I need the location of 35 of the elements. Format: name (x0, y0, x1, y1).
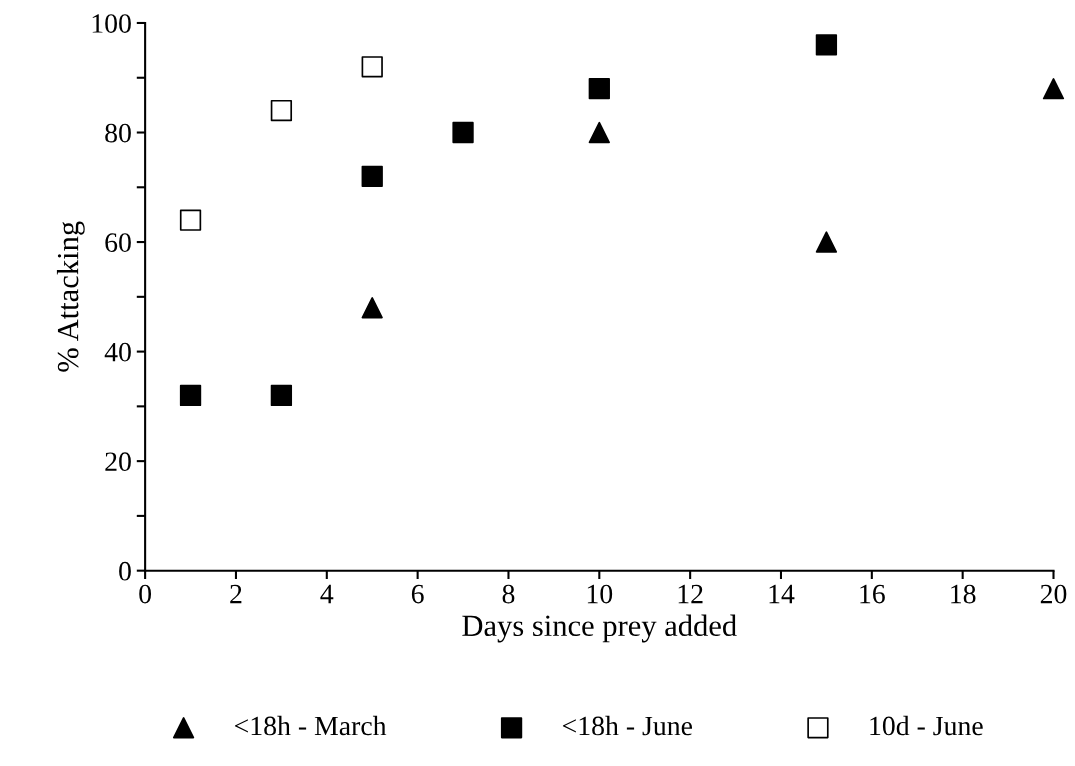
x-tick-label: 6 (411, 584, 424, 604)
point (588, 121, 610, 144)
x-tick-label: 2 (230, 584, 242, 604)
point (1042, 78, 1065, 100)
y-tick-label: 100 (92, 14, 131, 33)
x-tick-label: 18 (951, 584, 976, 604)
x-axis-title: Days since prey added (462, 614, 737, 643)
point (588, 78, 610, 100)
x-tick-label: 20 (1040, 584, 1067, 604)
point (361, 56, 383, 78)
x-tick-label: 12 (678, 584, 703, 604)
point (361, 297, 383, 319)
x-tick-label: 16 (860, 584, 885, 604)
point (179, 209, 202, 231)
point (270, 99, 293, 122)
point (270, 384, 293, 407)
x-tick-label: 10 (587, 584, 613, 604)
point (452, 121, 474, 144)
point (179, 384, 202, 407)
point (815, 231, 838, 253)
y-tick-label: 80 (105, 123, 131, 143)
x-tick-label: 0 (139, 584, 152, 604)
y-axis-title: % Attacking (56, 221, 85, 372)
x-tick-label: 8 (502, 584, 515, 604)
y-tick-label: 0 (119, 561, 131, 581)
y-tick-label: 20 (105, 452, 131, 472)
point (815, 34, 838, 56)
legend-label: <18h - June (562, 715, 692, 736)
y-tick-label: 40 (104, 342, 131, 362)
x-tick-label: 14 (769, 584, 795, 604)
legend-label: 10d - June (870, 715, 983, 736)
legend-label: <18h - March (234, 715, 387, 736)
point (361, 165, 383, 187)
y-tick-label: 60 (105, 233, 131, 252)
x-tick-label: 4 (320, 584, 334, 604)
